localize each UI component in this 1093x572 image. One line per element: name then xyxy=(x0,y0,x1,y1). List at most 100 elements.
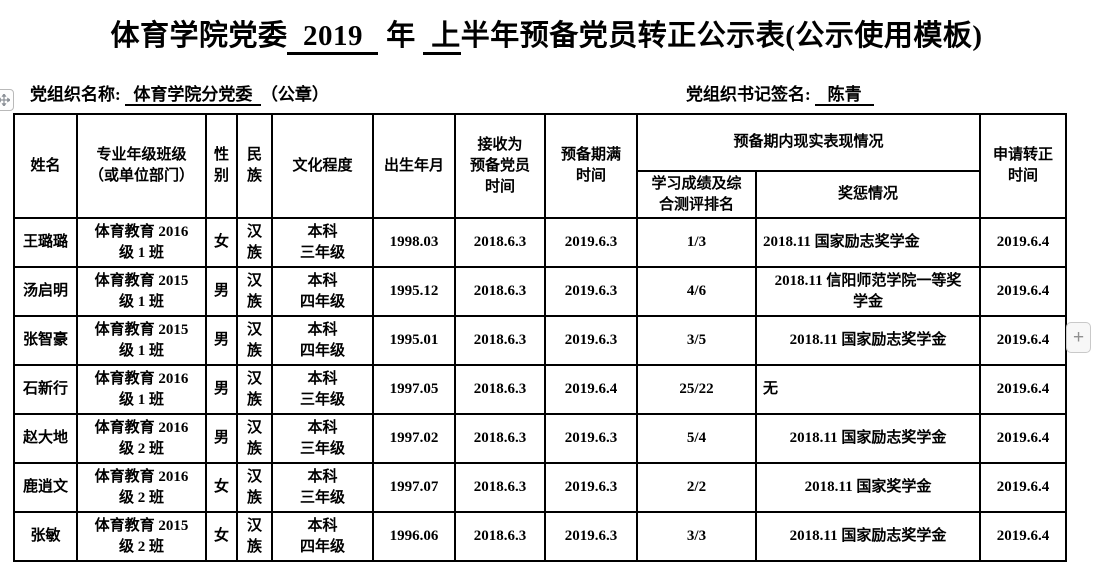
col-header-rank: 学习成绩及综 合测评排名 xyxy=(636,170,757,219)
cell-class: 体育教育 2016 级 2 班 xyxy=(76,413,207,464)
cell-education: 本科 三年级 xyxy=(271,462,374,513)
col-header-admitted: 接收为 预备党员 时间 xyxy=(454,113,546,219)
cell-gender: 男 xyxy=(205,413,238,464)
cell-admitted: 2018.6.3 xyxy=(454,266,546,317)
secretary-sign-field: 党组织书记签名: 陈青 xyxy=(686,80,875,106)
col-header-class: 专业年级班级 （或单位部门） xyxy=(76,113,207,219)
col-header-gender: 性 别 xyxy=(205,113,238,219)
cell-apply: 2019.6.4 xyxy=(979,364,1068,415)
cell-full-term: 2019.6.3 xyxy=(544,511,638,562)
cell-class: 体育教育 2016 级 2 班 xyxy=(76,462,207,513)
cell-education: 本科 三年级 xyxy=(271,217,374,268)
cell-ethnicity: 汉 族 xyxy=(236,315,273,366)
cell-ethnicity: 汉 族 xyxy=(236,364,273,415)
table-row: 张智豪 体育教育 2015 级 1 班 男 汉 族 本科 四年级 1995.01… xyxy=(13,315,1068,366)
cell-birth: 1997.02 xyxy=(372,413,456,464)
col-header-ethnicity: 民 族 xyxy=(236,113,273,219)
cell-class: 体育教育 2016 级 1 班 xyxy=(76,217,207,268)
title-year-unit: 年 xyxy=(378,20,424,52)
info-line: 党组织名称: 体育学院分党委 （公章） 党组织书记签名: 陈青 xyxy=(0,80,1093,140)
cell-admitted: 2018.6.3 xyxy=(454,511,546,562)
cell-class: 体育教育 2015 级 2 班 xyxy=(76,511,207,562)
cell-apply: 2019.6.4 xyxy=(979,315,1068,366)
cell-name: 石新行 xyxy=(13,364,78,415)
table-row: 王璐璐 体育教育 2016 级 1 班 女 汉 族 本科 三年级 1998.03… xyxy=(13,217,1068,268)
cell-apply: 2019.6.4 xyxy=(979,217,1068,268)
cell-award: 2018.11 国家励志奖学金 xyxy=(754,217,982,268)
cell-award: 无 xyxy=(754,364,982,415)
cell-award: 2018.11 信阳师范学院一等奖 学金 xyxy=(754,266,982,317)
cell-birth: 1996.06 xyxy=(372,511,456,562)
col-header-birth: 出生年月 xyxy=(372,113,456,219)
cell-name: 赵大地 xyxy=(13,413,78,464)
cell-name: 张智豪 xyxy=(13,315,78,366)
cell-apply: 2019.6.4 xyxy=(979,413,1068,464)
table-move-handle[interactable] xyxy=(0,89,14,111)
title-year-blank: 2019 xyxy=(287,20,379,55)
add-row-button[interactable]: + xyxy=(1066,322,1091,353)
cell-full-term: 2019.6.3 xyxy=(544,413,638,464)
cell-birth: 1995.01 xyxy=(372,315,456,366)
cell-full-term: 2019.6.3 xyxy=(544,217,638,268)
col-header-name: 姓名 xyxy=(13,113,78,219)
cell-award: 2018.11 国家励志奖学金 xyxy=(754,511,982,562)
org-name-label: 党组织名称: xyxy=(30,85,125,104)
cell-education: 本科 三年级 xyxy=(271,364,374,415)
cell-ethnicity: 汉 族 xyxy=(236,217,273,268)
cell-education: 本科 三年级 xyxy=(271,413,374,464)
cell-gender: 女 xyxy=(205,511,238,562)
cell-ethnicity: 汉 族 xyxy=(236,266,273,317)
title-suffix: 半年预备党员转正公示表(公示使用模板) xyxy=(460,20,983,52)
cell-full-term: 2019.6.3 xyxy=(544,266,638,317)
col-header-performance-group: 预备期内现实表现情况 xyxy=(635,113,982,172)
cell-rank: 3/5 xyxy=(636,315,757,366)
secretary-sign-label: 党组织书记签名: xyxy=(686,85,815,104)
cell-ethnicity: 汉 族 xyxy=(236,462,273,513)
table-row: 汤启明 体育教育 2015 级 1 班 男 汉 族 本科 四年级 1995.12… xyxy=(13,266,1068,317)
cell-name: 汤启明 xyxy=(13,266,78,317)
cell-education: 本科 四年级 xyxy=(271,266,374,317)
cell-ethnicity: 汉 族 xyxy=(236,413,273,464)
col-header-education: 文化程度 xyxy=(271,113,374,219)
cell-education: 本科 四年级 xyxy=(271,511,374,562)
cell-full-term: 2019.6.4 xyxy=(544,364,638,415)
col-header-award: 奖惩情况 xyxy=(754,170,982,219)
cell-gender: 男 xyxy=(205,266,238,317)
cell-gender: 男 xyxy=(205,364,238,415)
org-name-field: 党组织名称: 体育学院分党委 （公章） xyxy=(30,80,329,106)
roster-table: 姓名 专业年级班级 （或单位部门） 性 别 民 族 文化程度 出生年月 接收为 … xyxy=(13,113,1068,562)
cell-full-term: 2019.6.3 xyxy=(544,462,638,513)
page-title: 体育学院党委 2019 年 上半年预备党员转正公示表(公示使用模板) xyxy=(0,12,1093,55)
col-header-full-term: 预备期满 时间 xyxy=(544,113,638,219)
cell-admitted: 2018.6.3 xyxy=(454,315,546,366)
cell-rank: 5/4 xyxy=(636,413,757,464)
cell-birth: 1998.03 xyxy=(372,217,456,268)
cell-rank: 25/22 xyxy=(636,364,757,415)
move-arrows-icon xyxy=(0,94,10,106)
cell-education: 本科 四年级 xyxy=(271,315,374,366)
cell-class: 体育教育 2016 级 1 班 xyxy=(76,364,207,415)
table-row: 石新行 体育教育 2016 级 1 班 男 汉 族 本科 三年级 1997.05… xyxy=(13,364,1068,415)
cell-rank: 2/2 xyxy=(636,462,757,513)
title-prefix: 体育学院党委 xyxy=(110,20,288,52)
cell-admitted: 2018.6.3 xyxy=(454,217,546,268)
cell-birth: 1997.05 xyxy=(372,364,456,415)
table-row: 张敏 体育教育 2015 级 2 班 女 汉 族 本科 四年级 1996.06 … xyxy=(13,511,1068,562)
cell-award: 2018.11 国家励志奖学金 xyxy=(754,315,982,366)
cell-apply: 2019.6.4 xyxy=(979,266,1068,317)
cell-gender: 女 xyxy=(205,462,238,513)
cell-ethnicity: 汉 族 xyxy=(236,511,273,562)
cell-award: 2018.11 国家奖学金 xyxy=(754,462,982,513)
org-seal-note: （公章） xyxy=(260,85,329,104)
cell-gender: 男 xyxy=(205,315,238,366)
cell-admitted: 2018.6.3 xyxy=(454,462,546,513)
secretary-sign-value: 陈青 xyxy=(814,85,875,106)
cell-name: 鹿逍文 xyxy=(13,462,78,513)
cell-apply: 2019.6.4 xyxy=(979,511,1068,562)
table-row: 鹿逍文 体育教育 2016 级 2 班 女 汉 族 本科 三年级 1997.07… xyxy=(13,462,1068,513)
col-header-apply: 申请转正 时间 xyxy=(979,113,1068,219)
table-row: 赵大地 体育教育 2016 级 2 班 男 汉 族 本科 三年级 1997.02… xyxy=(13,413,1068,464)
cell-rank: 3/3 xyxy=(636,511,757,562)
cell-full-term: 2019.6.3 xyxy=(544,315,638,366)
cell-rank: 1/3 xyxy=(636,217,757,268)
